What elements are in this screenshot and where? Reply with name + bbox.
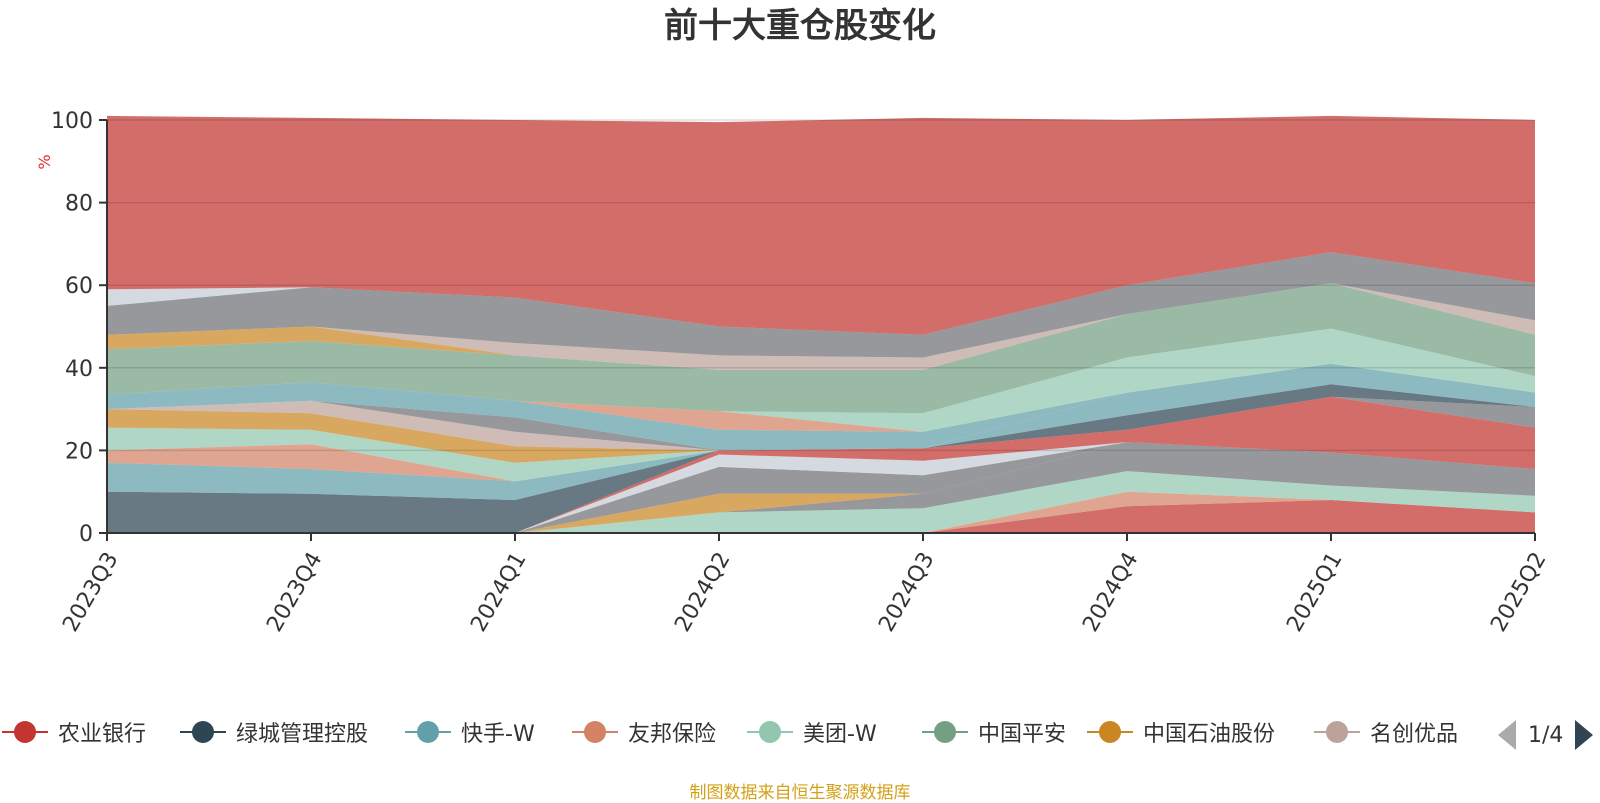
legend-label: 绿城管理控股	[236, 722, 369, 747]
y-tick-label: 100	[51, 109, 93, 134]
legend-label: 快手-W	[461, 722, 535, 747]
legend-next-page-icon[interactable]	[1575, 720, 1594, 750]
y-tick-label: 80	[65, 192, 93, 217]
legend-label: 美团-W	[803, 722, 877, 747]
legend-label: 友邦保险	[628, 722, 717, 747]
y-tick-label: 60	[65, 274, 93, 299]
legend-item[interactable]: 友邦保险	[570, 712, 716, 752]
legend-item[interactable]: 农业银行	[0, 712, 146, 752]
legend-page-indicator: 1/4	[1528, 722, 1564, 748]
legend-item[interactable]: 名创优品	[1312, 712, 1458, 752]
y-tick-label: 40	[65, 357, 93, 382]
area-band-6	[107, 442, 1535, 533]
legend-item[interactable]: 美团-W	[745, 712, 877, 752]
data-source-note: 制图数据来自恒生聚源数据库	[689, 783, 911, 803]
legend-marker-icon	[403, 712, 453, 752]
y-tick-label: 0	[79, 522, 93, 547]
legend-marker-icon	[1312, 712, 1362, 752]
stacked-area-chart: 前十大重仓股变化 % 0 20 40 60 80 100 2023Q3 2023Q4 2024Q…	[35, 6, 1552, 636]
legend-marker-icon	[178, 712, 228, 752]
area-band-3	[107, 442, 1535, 533]
legend-label: 中国石油股份	[1143, 722, 1276, 747]
area-band-5	[107, 442, 1535, 533]
chart-title: 前十大重仓股变化	[664, 6, 936, 46]
legend-item[interactable]: 绿城管理控股	[178, 712, 368, 752]
legend: 农业银行 绿城管理控股 快手-W 友邦保险 美团-W 中国平安 中国石油股份 名创优品	[0, 712, 1600, 756]
grid-lines	[107, 119, 1535, 452]
area-band-10	[107, 384, 1535, 533]
x-tick-label: 2024Q2	[670, 548, 735, 636]
legend-label: 中国平安	[978, 722, 1067, 747]
area-band-17	[107, 363, 1535, 451]
legend-prev-page-icon[interactable]	[1498, 720, 1516, 750]
legend-marker-icon	[745, 712, 795, 752]
x-tick-label: 2024Q3	[874, 548, 939, 636]
area-band-15	[107, 363, 1535, 451]
legend-item[interactable]: 快手-W	[403, 712, 535, 752]
area-band-0	[107, 500, 1535, 533]
y-tick-label: 20	[65, 439, 93, 464]
area-band-11	[107, 363, 1535, 500]
x-tick-label: 2025Q1	[1282, 548, 1347, 636]
area-band-25	[107, 115, 1535, 335]
area-band-2	[107, 471, 1535, 533]
area-band-7	[107, 396, 1535, 533]
legend-marker-icon	[0, 712, 50, 752]
x-tick-label: 2024Q1	[466, 548, 531, 636]
legend-marker-icon	[570, 712, 620, 752]
legend-item[interactable]: 中国平安	[920, 712, 1066, 752]
legend-item[interactable]: 中国石油股份	[1085, 712, 1275, 752]
legend-label: 名创优品	[1370, 722, 1459, 747]
area-band-23	[107, 252, 1535, 358]
area-series	[107, 115, 1535, 533]
x-tick-label: 2024Q4	[1078, 548, 1143, 636]
area-band-20	[107, 283, 1535, 414]
x-tick-label: 2023Q3	[58, 548, 123, 636]
area-band-21	[107, 283, 1535, 370]
x-tick-label: 2023Q4	[262, 548, 327, 636]
legend-marker-icon	[1085, 712, 1135, 752]
x-tick-label: 2025Q2	[1486, 548, 1551, 636]
y-axis-unit: %	[35, 154, 54, 169]
area-band-19	[107, 328, 1535, 432]
legend-marker-icon	[920, 712, 970, 752]
area-band-1	[107, 491, 1535, 533]
legend-label: 农业银行	[58, 722, 147, 747]
legend-pager: 1/4	[1498, 718, 1594, 752]
